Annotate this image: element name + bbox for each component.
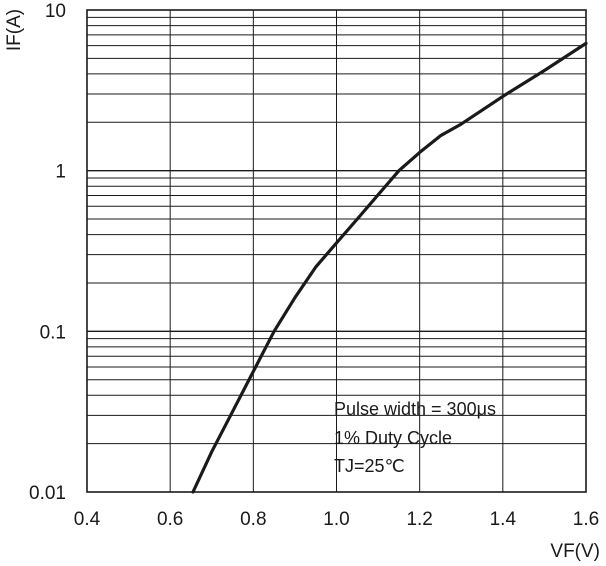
x-tick-label: 1.6 [573, 509, 599, 530]
annotation-junction-temp: TJ=25℃ [334, 456, 405, 476]
x-tick-label: 0.6 [157, 509, 183, 530]
plot-frame [86, 9, 587, 493]
x-tick-label: 1.2 [406, 509, 432, 530]
grid [87, 10, 586, 492]
x-tick-label: 1.0 [323, 509, 349, 530]
y-tick-labels: 0.01 0.1 1 10 [29, 1, 66, 504]
annotation-duty-cycle: 1% Duty Cycle [334, 428, 452, 448]
y-tick-label: 1 [55, 162, 66, 183]
x-tick-label: 0.8 [240, 509, 266, 530]
x-tick-labels: 0.4 0.6 0.8 1.0 1.2 1.4 1.6 [74, 509, 599, 530]
x-tick-label: 0.4 [74, 509, 101, 530]
y-tick-label: 0.1 [40, 322, 66, 343]
y-tick-label: 10 [45, 1, 66, 22]
x-tick-label: 1.4 [490, 509, 517, 530]
x-axis-label: VF(V) [550, 541, 600, 562]
series-line [191, 41, 588, 494]
annotation-pulse-width: Pulse width = 300μs [334, 399, 496, 419]
y-axis-label: IF(A) [4, 9, 25, 51]
y-tick-label: 0.01 [29, 483, 66, 504]
